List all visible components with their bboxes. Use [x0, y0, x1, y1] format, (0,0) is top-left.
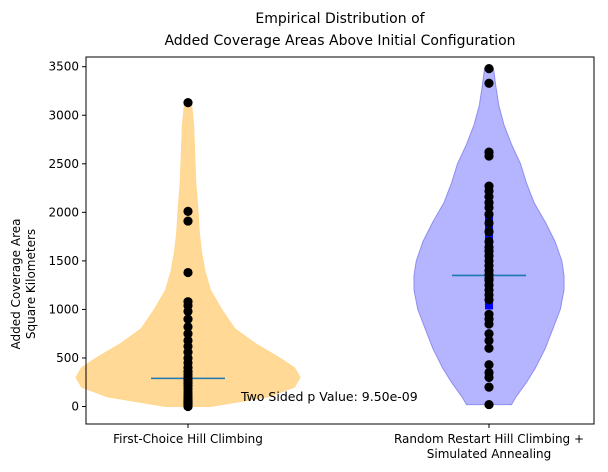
x-tick-label: First-Choice Hill Climbing [113, 432, 263, 446]
y-axis-label-line1: Added Coverage Area [9, 219, 23, 350]
data-point [183, 329, 193, 339]
data-point [484, 399, 494, 410]
data-point [484, 367, 494, 378]
data-point [484, 309, 494, 319]
data-point [484, 360, 494, 370]
data-point [484, 181, 494, 191]
data-point [484, 209, 494, 219]
axes-frame [85, 56, 595, 425]
x-tick-label: Simulated Annealing [427, 447, 552, 461]
y-tick-label: 2000 [48, 205, 79, 219]
plot-area [75, 64, 565, 412]
axes: 0 500 1000 1500 2000 2500 3000 3500 First-Choice… [48, 56, 595, 461]
data-point [484, 64, 494, 74]
chart-title-line1: Empirical Distribution of [255, 11, 425, 27]
y-axis-label-line2: Square Kilometers [24, 229, 38, 339]
y-tick-label: 3500 [48, 60, 79, 74]
y-tick-label: 1500 [48, 254, 79, 268]
data-point [484, 329, 494, 339]
x-tick-label: Random Restart Hill Climbing + [394, 432, 584, 446]
data-point [183, 314, 193, 324]
y-tick-label: 0 [71, 400, 79, 414]
data-point [183, 98, 193, 108]
y-tick-label: 1000 [48, 302, 79, 316]
data-point [484, 343, 494, 353]
data-point [183, 206, 193, 216]
data-point [484, 78, 494, 88]
data-point [484, 236, 494, 247]
data-point [183, 322, 193, 332]
chart-title-line2: Added Coverage Areas Above Initial Confi… [164, 33, 515, 49]
p-value-annotation: Two Sided p Value: 9.50e-09 [240, 389, 418, 404]
data-point [183, 216, 193, 226]
data-point [484, 382, 494, 392]
data-point [484, 218, 494, 228]
data-point [484, 147, 494, 157]
data-point [183, 267, 193, 278]
data-point [183, 297, 193, 307]
y-tick-label: 2500 [48, 157, 79, 171]
data-point [484, 335, 494, 346]
y-tick-label: 500 [56, 351, 79, 365]
data-point [484, 227, 494, 237]
data-point [183, 335, 193, 346]
y-tick-label: 3000 [48, 108, 79, 122]
